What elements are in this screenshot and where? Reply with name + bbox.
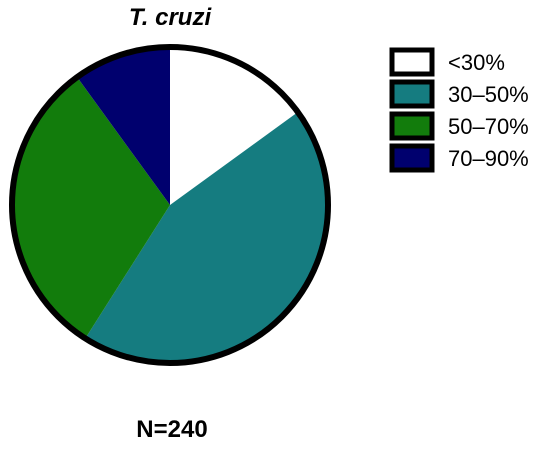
legend-swatch-2 xyxy=(389,79,435,109)
legend-label-2: 30–50% xyxy=(448,82,529,107)
legend-swatch-4 xyxy=(389,143,435,173)
legend-label-4: 70–90% xyxy=(448,146,529,171)
pie-slice-1 xyxy=(170,47,298,205)
chart-title: T. cruzi xyxy=(129,4,213,31)
pie-slices xyxy=(12,47,328,363)
pie-slice-3 xyxy=(12,77,170,339)
pie-slice-4 xyxy=(77,47,170,205)
legend: <30% 30–50% 50–70% 70–90% xyxy=(389,47,529,173)
legend-swatch-3 xyxy=(389,111,435,141)
legend-swatch-1 xyxy=(389,47,435,77)
pie-slice-2 xyxy=(85,112,328,363)
legend-label-3: 50–70% xyxy=(448,114,529,139)
legend-label-1: <30% xyxy=(448,50,505,75)
sample-size-label: N=240 xyxy=(136,416,207,443)
pie-outline xyxy=(9,44,331,366)
